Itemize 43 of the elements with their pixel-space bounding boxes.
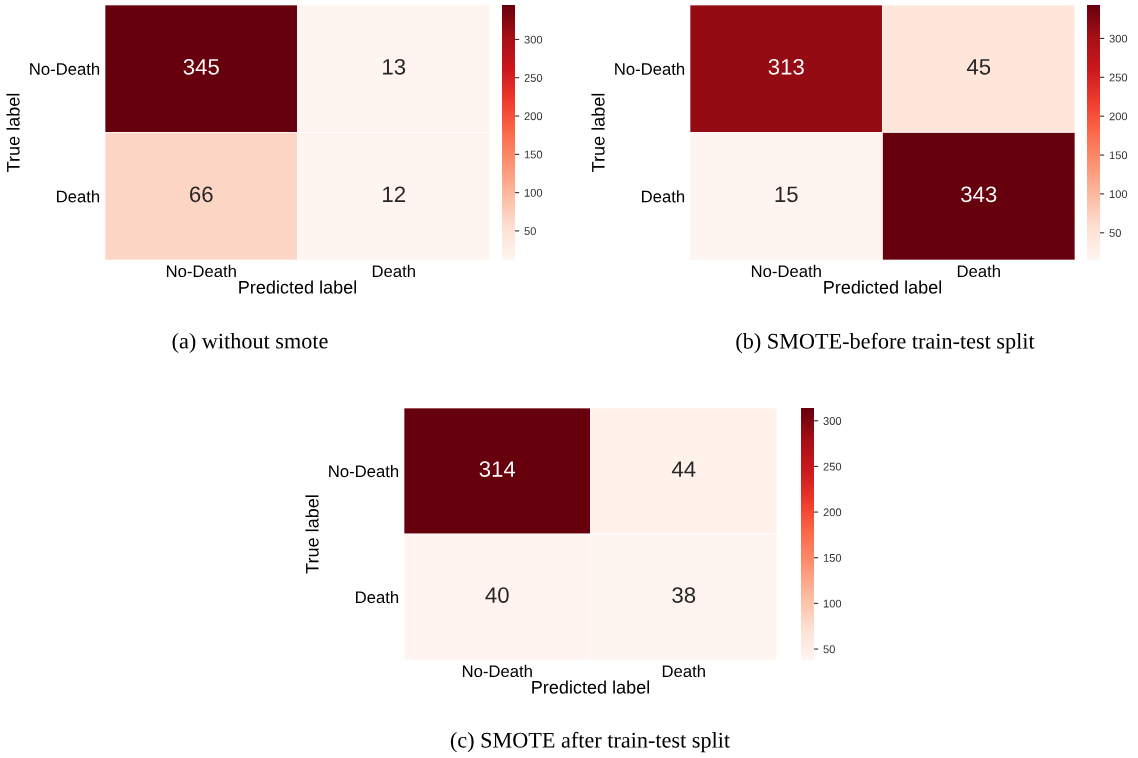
- y-axis-title: True label: [305, 495, 319, 574]
- data-label: 343: [961, 186, 997, 203]
- color-bar-label: 200: [823, 508, 842, 517]
- color-bar-label: 200: [524, 112, 543, 121]
- color-bar-label: 150: [1109, 151, 1128, 160]
- data-label: 44: [671, 461, 696, 477]
- color-bar-label: 100: [823, 599, 842, 608]
- color-bar-label: 100: [1109, 190, 1128, 199]
- x-axis-title: Predicted label: [824, 280, 942, 294]
- data-label: 345: [183, 58, 219, 75]
- color-bar-label: 300: [524, 35, 543, 44]
- data-label: 314: [479, 461, 516, 477]
- y-axis-title: True label: [6, 93, 20, 172]
- color-bar-label: 150: [524, 150, 543, 159]
- color-bar-label: 300: [1109, 34, 1128, 43]
- x-axis-title: Predicted label: [532, 680, 650, 694]
- x-axis-title: Predicted label: [239, 280, 357, 294]
- data-label: 15: [775, 186, 798, 203]
- color-bar-label: 250: [524, 74, 543, 82]
- x-tick-label: No-Death: [751, 264, 821, 278]
- color-bar-label: 50: [524, 227, 536, 236]
- data-label: 45: [966, 59, 991, 75]
- color-bar-label: 250: [1109, 73, 1128, 82]
- data-label: 40: [485, 587, 509, 603]
- color-bar-label: 300: [823, 417, 842, 425]
- text: (b) SMOTE-before train-test split: [736, 332, 1035, 354]
- color-bar-label: 150: [823, 554, 842, 562]
- color-bar-label: 50: [823, 645, 835, 654]
- text: (a) without smote: [172, 332, 328, 354]
- color-bar-label: 200: [1109, 112, 1128, 121]
- y-axis-title: True label: [591, 93, 605, 172]
- data-label: 13: [383, 58, 406, 75]
- x-tick-label: No-Death: [166, 264, 236, 278]
- data-label: 313: [768, 58, 804, 75]
- data-label: 12: [383, 186, 405, 202]
- x-tick-label: Death: [957, 264, 1000, 278]
- data-label: 66: [190, 186, 213, 203]
- color-bar-label: 250: [823, 462, 842, 471]
- x-tick-label: Death: [372, 264, 415, 278]
- color-bar-label: 100: [524, 188, 543, 197]
- text: (c) SMOTE after train-test split: [450, 731, 730, 753]
- color-bar-label: 50: [1109, 229, 1121, 237]
- data-label: 38: [672, 587, 696, 603]
